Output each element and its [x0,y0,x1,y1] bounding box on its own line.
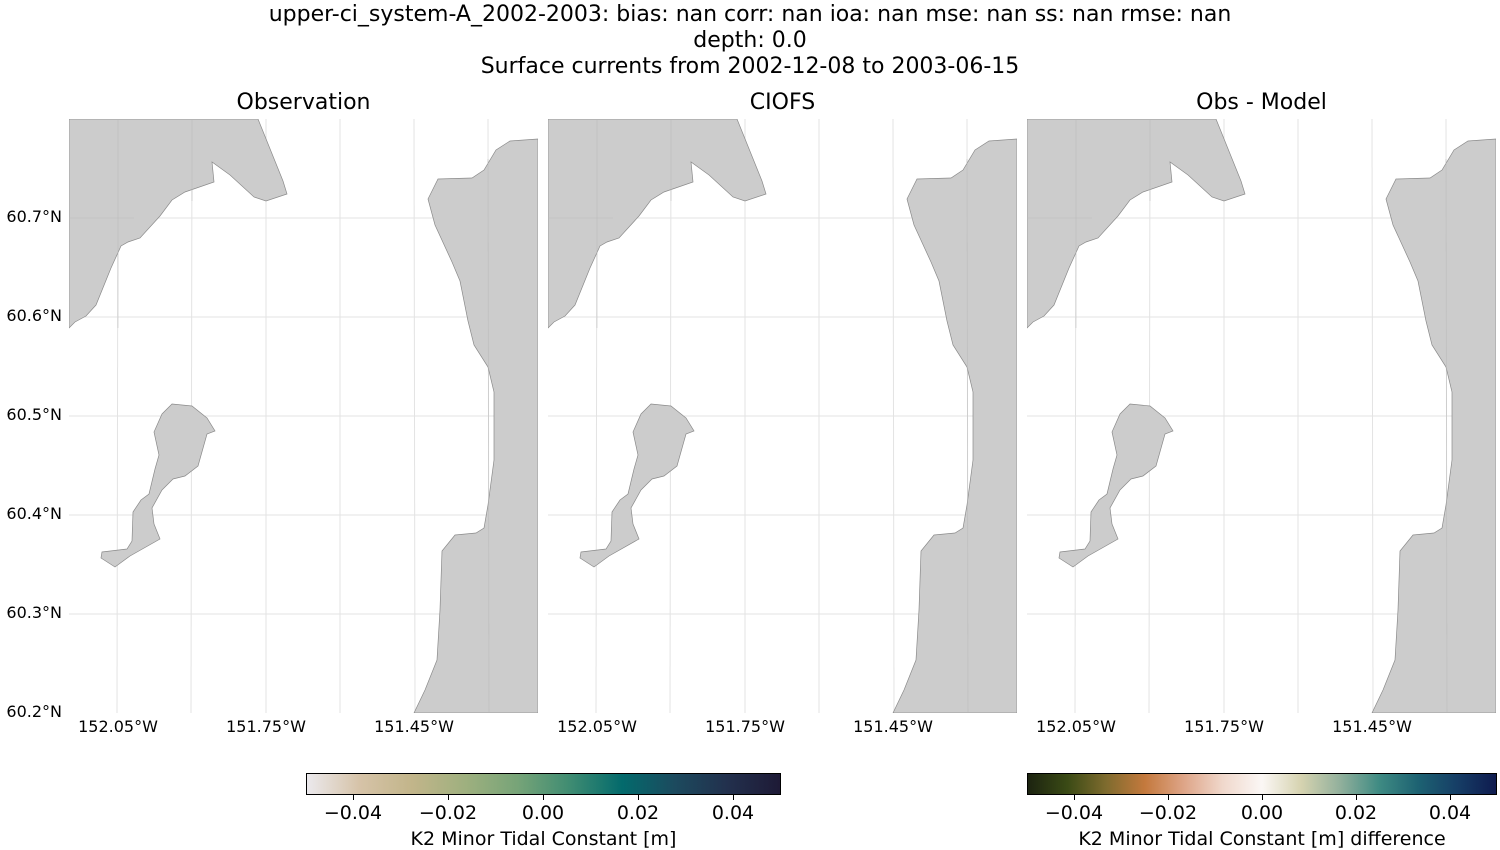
colorbar-tick-label: 0.02 [616,802,660,824]
y-tick-label: 60.3°N [6,603,62,622]
colorbar-tick [1168,795,1169,800]
land-mask [69,119,538,713]
colorbar-gradient [1027,773,1497,795]
colorbar-tick [353,795,354,800]
colorbar-gradient [306,773,781,795]
title-stats-line: upper-ci_system-A_2002-2003: bias: nan c… [268,2,1232,27]
colorbar-tick-label: 0.00 [521,802,565,824]
land-island [100,403,216,568]
map-panel-ciofs [548,119,1017,713]
colorbar-tick-label: 0.04 [711,802,755,824]
graticule-over-land [1027,119,1448,713]
y-tick-label: 60.6°N [6,306,62,325]
panel-title-observation: Observation [236,90,371,115]
land-island [1058,403,1174,568]
map-plot [548,119,1017,713]
colorbar-tick-label: −0.04 [323,802,383,824]
y-tick-label: 60.7°N [6,207,62,226]
colorbar-label: K2 Minor Tidal Constant [m] [410,828,677,850]
map-plot [1027,119,1496,713]
panel-title-difference: Obs - Model [1196,90,1327,115]
colorbar-tick [448,795,449,800]
land-west [548,119,767,329]
colorbar-tick [1450,795,1451,800]
land-west [1027,119,1246,329]
land-east [892,138,1017,713]
land-island [579,403,695,568]
graticule-over-land [69,119,490,713]
graticule-over-land [548,119,969,713]
x-tick-label: 151.75°W [705,717,785,736]
panel-title-ciofs: CIOFS [749,90,816,115]
land-west [69,119,288,329]
map-panel-observation [69,119,538,713]
x-tick-label: 152.05°W [1036,717,1116,736]
x-tick-label: 151.75°W [226,717,306,736]
colorbar-tick-label: 0.00 [1240,802,1284,824]
title-date-line: Surface currents from 2002-12-08 to 2003… [480,54,1020,79]
x-tick-label: 152.05°W [557,717,637,736]
y-tick-label: 60.4°N [6,504,62,523]
map-plot [69,119,538,713]
colorbar-tick-label: 0.02 [1334,802,1378,824]
colorbar-tick [1262,795,1263,800]
land-mask [1027,119,1496,713]
colorbar-tick [1074,795,1075,800]
x-tick-label: 151.45°W [853,717,933,736]
land-east [1371,138,1496,713]
colorbar-tick-label: −0.02 [418,802,478,824]
land-mask [548,119,1017,713]
colorbar-tick [1356,795,1357,800]
colorbar-tick-label: −0.02 [1138,802,1198,824]
colorbar-tick-label: 0.04 [1428,802,1472,824]
map-panel-difference [1027,119,1496,713]
x-tick-label: 151.75°W [1184,717,1264,736]
land-east [413,138,538,713]
x-tick-label: 151.45°W [1332,717,1412,736]
colorbar-tick [733,795,734,800]
x-tick-label: 152.05°W [78,717,158,736]
x-tick-label: 151.45°W [374,717,454,736]
colorbar-label: K2 Minor Tidal Constant [m] difference [1078,828,1446,850]
title-depth-line: depth: 0.0 [693,28,807,53]
colorbar-tick-label: −0.04 [1044,802,1104,824]
colorbar-tick [638,795,639,800]
y-tick-label: 60.5°N [6,405,62,424]
y-tick-label: 60.2°N [6,702,62,721]
colorbar-tick [543,795,544,800]
